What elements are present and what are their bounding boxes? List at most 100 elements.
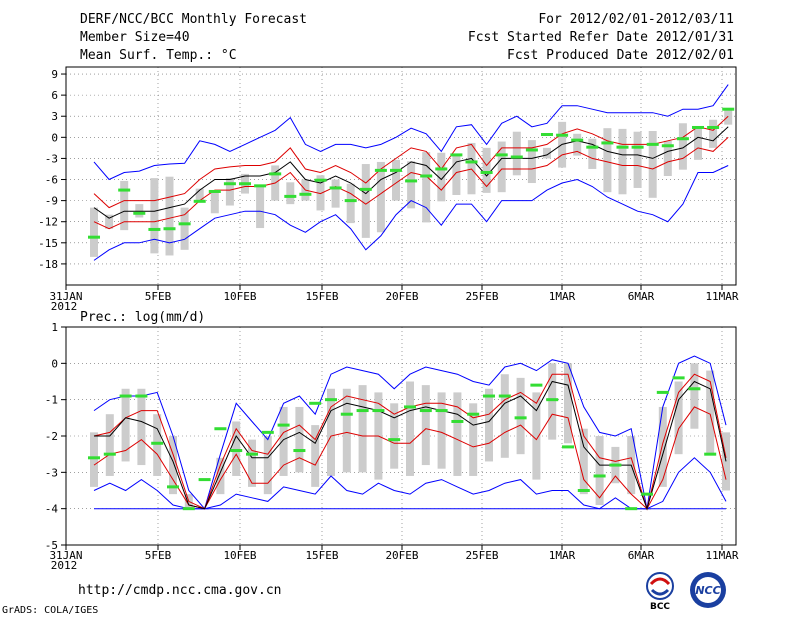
precip-title: Prec.: log(mm/d) [80,310,205,325]
ensemble-min-line [93,165,729,261]
observed-marker [133,211,146,215]
observed-marker [193,199,206,203]
spread-box [532,392,541,480]
observed-marker [230,449,243,453]
spread-box [500,374,509,458]
spread-box [248,439,256,487]
spread-box [548,363,557,440]
spread-box [150,178,159,254]
spread-box [180,207,189,250]
observed-marker [214,427,227,431]
ensemble-max-line [93,355,727,510]
spread-box [422,152,431,223]
spread-box [588,138,597,169]
spread-box [512,131,521,176]
y-tick-label: 9 [51,68,58,81]
grads-credit: GrADS: COLA/IGES [2,605,99,616]
chart-title: DERF/NCC/BCC Monthly Forecast [80,12,307,27]
observed-marker [646,142,659,146]
observed-marker [530,383,543,387]
x-tick-label: 6MAR [628,290,655,303]
spread-box [331,179,340,208]
spread-box [121,388,130,462]
spread-box [263,436,272,495]
spread-box [453,392,462,476]
percentile-75-line [93,115,729,209]
observed-marker [525,148,538,152]
observed-marker [631,145,644,149]
ncc-logo-text: NCC [695,584,720,597]
spread-box [295,406,304,473]
x-tick-year-label: 2012 [51,300,78,313]
observed-marker [325,398,337,402]
spread-box [390,403,399,469]
plot-frame [65,326,737,546]
y-tick-label: -9 [45,195,58,208]
observed-marker [661,144,674,148]
ensemble-mean-line [93,126,729,219]
observed-marker [480,170,493,174]
observed-marker [182,507,195,511]
spread-box [165,176,174,256]
spread-box [153,414,162,476]
spread-box [724,109,733,125]
x-tick-label: 10FEB [223,549,256,562]
observed-marker [616,145,629,149]
x-tick-label: 20FEB [385,290,418,303]
x-tick-label: 31JAN [49,290,82,303]
observed-marker [340,412,353,416]
observed-marker [704,452,717,456]
y-tick-label: 0 [51,357,58,370]
spread-box [485,388,493,462]
observed-marker [656,390,669,394]
spread-box [648,130,657,198]
observed-marker [239,182,251,186]
spread-box [376,161,385,233]
spread-box [564,363,572,444]
observed-marker [103,452,116,456]
x-tick-year-label: 2012 [51,559,78,572]
observed-marker [625,507,638,511]
temperature-panel: 9 6 3 0 -3 -6 -9 -12 -15 -18 31JAN 5FEB 10FEB 15FEB 20… [38,66,739,313]
observed-marker [562,445,574,449]
observed-marker [374,168,387,172]
spread-box [452,155,461,195]
forecast-start-date: Fcst Started Refer Date 2012/01/31 [467,30,734,45]
observed-marker [541,133,553,137]
agency-logos: BCC NCC [640,570,732,612]
observed-marker [344,199,357,203]
observed-marker [672,376,685,380]
observed-marker [451,419,464,423]
spread-box [678,123,687,170]
spread-box [543,147,551,159]
spread-box [618,128,627,195]
spread-box [722,432,730,491]
x-tick-label: 1MAR [549,549,576,562]
spread-box [90,432,98,487]
observed-marker [404,405,416,409]
x-tick-label: 10FEB [223,290,256,303]
observed-marker [372,409,385,413]
observed-marker [692,125,704,129]
spread-box [573,133,582,156]
observed-marker [284,194,297,198]
ensemble-max-line [93,84,729,181]
y-tick-label: -4 [45,503,59,516]
spread-box [311,425,320,487]
source-url[interactable]: http://cmdp.ncc.cma.gov.cn [78,583,282,598]
observed-marker [309,401,322,405]
y-tick-label: -5 [45,539,58,552]
observed-marker [198,478,211,482]
spread-box [361,164,370,238]
observed-marker [254,184,267,188]
spread-box [527,140,536,184]
observed-marker [593,474,606,478]
x-tick-label: 1MAR [549,290,576,303]
spread-box [482,147,491,193]
y-tick-label: 1 [51,321,58,334]
forecast-period: For 2012/02/01-2012/03/11 [538,12,734,27]
x-tick-label: 15FEB [305,290,338,303]
x-tick-label: 25FEB [465,549,498,562]
observed-marker [390,168,402,172]
